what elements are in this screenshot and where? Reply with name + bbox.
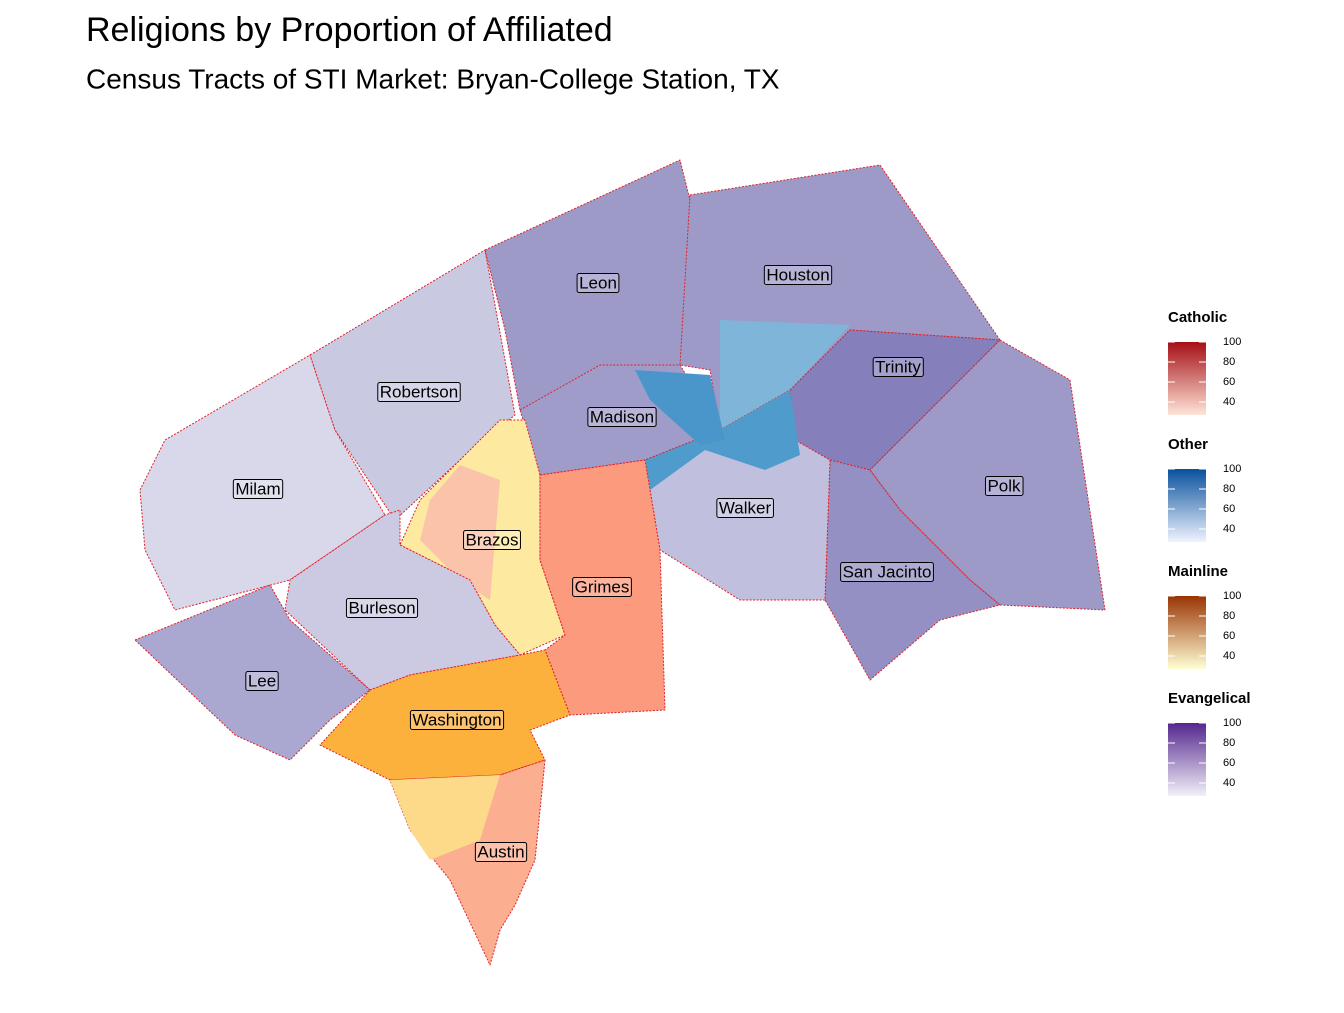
county-label: Polk (984, 475, 1024, 496)
legends: Catholic 40 60 80 100 Other 40 60 80 100 Mainline 4… (1168, 309, 1251, 796)
legend-tick-label: 60 (1223, 630, 1235, 642)
county-label: Milam (232, 478, 284, 499)
legend-title: Catholic (1168, 309, 1227, 326)
county-shape (635, 370, 725, 445)
legend-tick-label: 60 (1223, 503, 1235, 515)
county-label: San Jacinto (840, 561, 934, 582)
county-label: Burleson (345, 597, 419, 618)
county-name: Leon (579, 273, 617, 292)
county-shape (720, 320, 850, 430)
county-name: Grimes (575, 577, 630, 596)
county-shape (134, 584, 371, 761)
county-name: Burleson (348, 598, 415, 617)
legend-tick-label: 40 (1223, 777, 1235, 789)
county-label: Washington (409, 709, 505, 730)
counties (134, 159, 1106, 966)
legend-tick-label: 80 (1223, 737, 1235, 749)
legend-tick-label: 40 (1223, 523, 1235, 535)
county-shape (319, 649, 571, 781)
county-shape (390, 775, 500, 860)
legend-title: Other (1168, 436, 1208, 453)
legend-tick-label: 40 (1223, 650, 1235, 662)
legend-tick-label: 80 (1223, 610, 1235, 622)
legend-tick-label: 100 (1223, 717, 1241, 729)
county-name: Brazos (466, 530, 519, 549)
county-label: Leon (576, 272, 620, 293)
county-shape (824, 459, 1001, 681)
legend-tick-label: 100 (1223, 336, 1241, 348)
color-bar (1168, 342, 1206, 415)
county-name: San Jacinto (843, 562, 932, 581)
subtitle: Census Tracts of STI Market: Bryan-Colle… (86, 63, 780, 94)
legend-tick-label: 60 (1223, 376, 1235, 388)
county-label: Brazos (463, 529, 521, 550)
county-name: Washington (412, 710, 501, 729)
color-bar (1168, 469, 1206, 542)
legend-title: Mainline (1168, 563, 1228, 580)
county-label: Lee (245, 670, 279, 691)
legend-title: Evangelical (1168, 690, 1251, 707)
title: Religions by Proportion of Affiliated (86, 11, 613, 49)
county-name: Austin (477, 842, 524, 861)
county-label: Austin (474, 841, 528, 862)
county-label: Trinity (872, 356, 924, 377)
legend-tick-label: 80 (1223, 356, 1235, 368)
county-name: Milam (235, 479, 280, 498)
county-name: Robertson (380, 382, 458, 401)
county-label: Walker (716, 497, 774, 518)
county-name: Lee (248, 671, 276, 690)
county-shape (420, 465, 500, 600)
county-label: Grimes (572, 576, 632, 597)
county-label: Madison (587, 406, 657, 427)
county-name: Houston (766, 265, 829, 284)
county-label: Robertson (377, 381, 461, 402)
county-name: Walker (719, 498, 772, 517)
county-label: Houston (763, 264, 833, 285)
color-bar (1168, 596, 1206, 669)
color-bar (1168, 723, 1206, 796)
legend-tick-label: 60 (1223, 757, 1235, 769)
county-labels: Leon Houston Robertson Trinity Madison Milam P… (232, 264, 1024, 862)
legend-tick-label: 100 (1223, 590, 1241, 602)
county-shape (484, 159, 701, 411)
legend-tick-label: 100 (1223, 463, 1241, 475)
county-name: Polk (987, 476, 1021, 495)
legend-tick-label: 80 (1223, 483, 1235, 495)
county-name: Madison (590, 407, 654, 426)
county-name: Trinity (875, 357, 921, 376)
legend-tick-label: 40 (1223, 396, 1235, 408)
